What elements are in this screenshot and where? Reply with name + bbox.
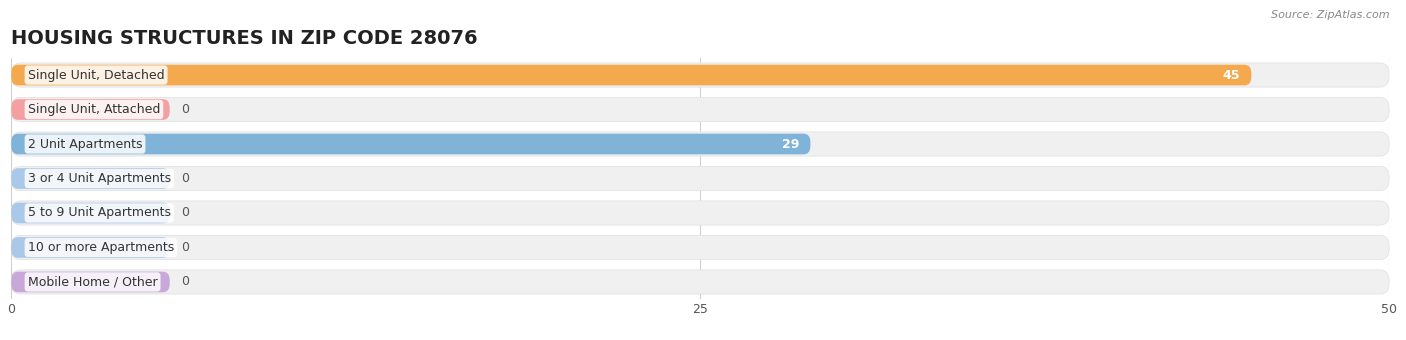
Text: 0: 0 <box>181 275 188 288</box>
FancyBboxPatch shape <box>11 134 810 154</box>
Text: 10 or more Apartments: 10 or more Apartments <box>28 241 174 254</box>
Text: 3 or 4 Unit Apartments: 3 or 4 Unit Apartments <box>28 172 172 185</box>
Text: 45: 45 <box>1223 69 1240 82</box>
FancyBboxPatch shape <box>11 203 170 223</box>
FancyBboxPatch shape <box>11 99 170 120</box>
FancyBboxPatch shape <box>11 270 1389 294</box>
FancyBboxPatch shape <box>11 235 1389 259</box>
Text: Single Unit, Detached: Single Unit, Detached <box>28 69 165 82</box>
Text: 29: 29 <box>782 137 800 151</box>
Text: 0: 0 <box>181 241 188 254</box>
FancyBboxPatch shape <box>11 63 1389 87</box>
FancyBboxPatch shape <box>11 167 1389 190</box>
FancyBboxPatch shape <box>11 65 1251 85</box>
Text: 0: 0 <box>181 172 188 185</box>
Text: Single Unit, Attached: Single Unit, Attached <box>28 103 160 116</box>
Text: Mobile Home / Other: Mobile Home / Other <box>28 275 157 288</box>
FancyBboxPatch shape <box>11 132 1389 156</box>
Text: 5 to 9 Unit Apartments: 5 to 9 Unit Apartments <box>28 206 170 220</box>
Text: 0: 0 <box>181 103 188 116</box>
Text: Source: ZipAtlas.com: Source: ZipAtlas.com <box>1271 10 1389 20</box>
FancyBboxPatch shape <box>11 98 1389 122</box>
FancyBboxPatch shape <box>11 272 170 292</box>
FancyBboxPatch shape <box>11 168 170 189</box>
Text: 2 Unit Apartments: 2 Unit Apartments <box>28 137 142 151</box>
Text: HOUSING STRUCTURES IN ZIP CODE 28076: HOUSING STRUCTURES IN ZIP CODE 28076 <box>11 29 478 48</box>
FancyBboxPatch shape <box>11 237 170 258</box>
Text: 0: 0 <box>181 206 188 220</box>
FancyBboxPatch shape <box>11 201 1389 225</box>
